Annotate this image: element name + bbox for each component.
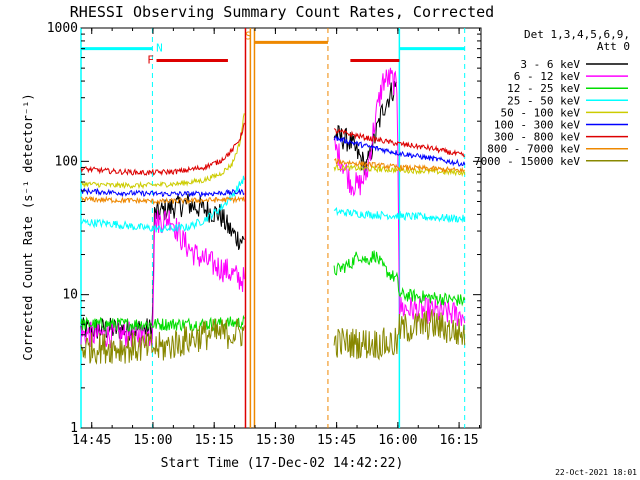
legend-label: 7000 - 15000 keV [474, 155, 580, 168]
series-line-segment [333, 128, 466, 158]
series-line-segment [333, 250, 466, 307]
series-50-100-kev [80, 113, 466, 190]
plot-frame [80, 27, 482, 429]
overlay-lines [80, 28, 466, 428]
x-tick-label: 15:30 [256, 433, 295, 448]
x-tick-label: 15:15 [195, 433, 234, 448]
series-3-6-kev [80, 81, 398, 342]
legend-label: 300 - 800 keV [494, 131, 580, 144]
series-line-segment [333, 309, 466, 361]
legend-header-line-2: Att 0 [597, 40, 630, 53]
x-tick-label: 15:00 [133, 433, 172, 448]
chart-title: RHESSI Observing Summary Count Rates, Co… [70, 3, 494, 21]
series-line-segment [80, 210, 245, 349]
x-tick-label: 14:45 [72, 433, 111, 448]
footer-timestamp: 22-Oct-2021 18:01 [555, 468, 637, 477]
series-6-12-kev [80, 67, 466, 349]
legend-label: 100 - 300 keV [494, 119, 580, 132]
y-tick-label: 10 [62, 288, 78, 303]
series-25-50-kev [80, 175, 466, 233]
series-layer [80, 67, 466, 365]
x-tick-label: 16:00 [378, 433, 417, 448]
axis-ticks: 14:45 15:00 15:15 15:30 15:45 16:00 16:15 1 10 10… [47, 21, 481, 448]
series-7000-15000-kev [80, 309, 466, 365]
saa-label: S [245, 29, 252, 42]
legend-label: 50 - 100 keV [501, 106, 581, 119]
plot-border [80, 27, 482, 429]
y-tick-label: 1 [70, 421, 78, 436]
legend-label: 25 - 50 keV [507, 94, 580, 107]
legend-label: 800 - 7000 keV [487, 143, 580, 156]
y-tick-label: 100 [55, 154, 78, 169]
series-12-25-kev [80, 250, 466, 332]
legend-label: 3 - 6 keV [520, 58, 580, 71]
x-tick-label: 15:45 [317, 433, 356, 448]
series-line-segment [80, 318, 245, 365]
series-800-7000-kev [80, 157, 465, 206]
y-tick-label: 1000 [47, 21, 78, 36]
series-line-segment [333, 207, 466, 224]
legend-label: 12 - 25 keV [507, 82, 580, 95]
x-axis-label: Start Time (17-Dec-02 14:42:22) [161, 456, 404, 471]
series-line-segment [334, 157, 465, 174]
series-300-800-kev [80, 122, 466, 177]
legend-header-line-1: Det 1,3,4,5,6,9, [524, 28, 630, 41]
series-line-segment [80, 175, 245, 233]
night-label: N [156, 42, 163, 55]
flare-label: F [147, 54, 154, 67]
series-line-segment [333, 135, 466, 167]
series-line-segment [80, 195, 245, 206]
y-axis-label: Corrected Count Rate (s⁻¹ detector⁻¹) [21, 93, 35, 360]
series-line-segment [80, 113, 245, 190]
series-line-segment [80, 186, 245, 198]
series-line-segment [80, 122, 245, 177]
x-tick-label: 16:15 [440, 433, 479, 448]
annotation-layer: NF S [81, 29, 465, 67]
series-100-300-kev [80, 135, 466, 198]
legend-label: 6 - 12 keV [514, 70, 581, 83]
